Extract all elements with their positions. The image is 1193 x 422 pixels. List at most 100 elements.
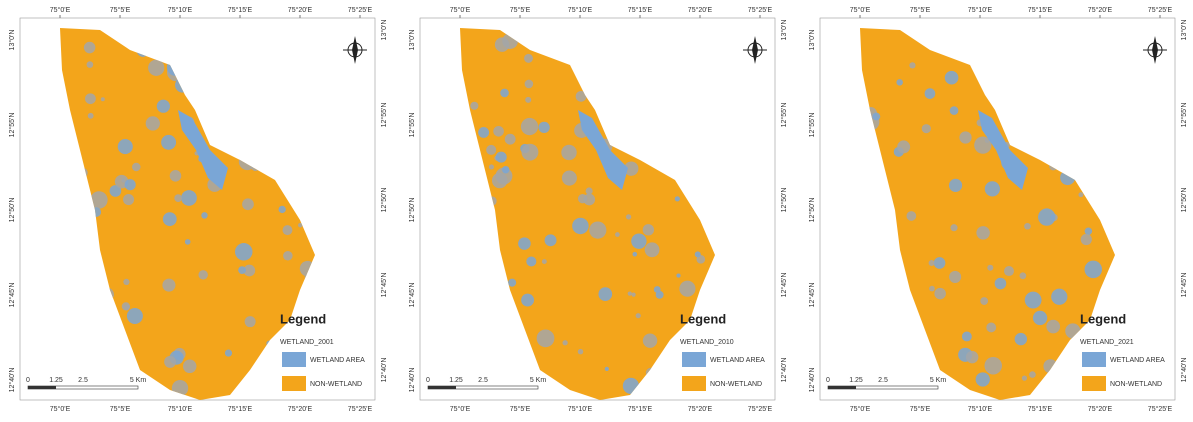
wetland-patch <box>162 279 175 292</box>
wetland-patch <box>125 179 136 190</box>
wetland-patch <box>589 222 606 239</box>
scale-label: 2.5 <box>878 377 888 384</box>
bottom-coordinate: 75°25'E <box>748 405 773 413</box>
wetland-patch <box>562 171 577 186</box>
wetland-patch <box>959 131 971 143</box>
wetland-patch <box>122 302 130 310</box>
wetland-patch <box>1029 371 1036 378</box>
left-coordinate: 12°55'N <box>408 113 416 138</box>
wetland-patch <box>525 97 531 103</box>
wetland-patch <box>929 260 935 266</box>
wetland-patch <box>85 93 96 104</box>
left-coordinate: 12°45'N <box>8 283 16 308</box>
top-coordinate: 75°10'E <box>168 6 193 14</box>
wetland-patch <box>283 251 293 261</box>
right-coordinate: 12°45'N <box>1180 273 1188 298</box>
wetland-patch <box>950 106 959 115</box>
left-coordinate: 12°55'N <box>808 113 816 138</box>
wetland-patch <box>645 242 660 257</box>
bottom-coordinate: 75°15'E <box>228 405 253 413</box>
wetland-patch <box>598 287 612 301</box>
wetland-patch <box>123 279 129 285</box>
bottom-coordinate: 75°25'E <box>1148 405 1173 413</box>
wetland-patch <box>632 252 637 257</box>
scale-label: 0 <box>426 377 430 384</box>
wetland-patch <box>945 71 959 85</box>
legend-swatch <box>282 352 306 367</box>
wetland-patch <box>146 116 160 130</box>
top-coordinate: 75°15'E <box>228 6 253 14</box>
right-coordinate: 12°40'N <box>780 358 788 383</box>
map-figure: 75°0'E 75°5'E 75°10'E 75°15'E 75°20'E 75°25'E… <box>0 0 1193 417</box>
wetland-patch <box>586 187 593 194</box>
wetland-patch <box>538 122 549 133</box>
right-coordinate: 12°40'N <box>380 358 388 383</box>
wetland-patch <box>995 278 1007 290</box>
scale-bar-segment <box>828 386 856 389</box>
bottom-coordinate: 75°5'E <box>510 405 531 413</box>
wetland-patch <box>118 139 133 154</box>
bottom-coordinate: 75°0'E <box>850 405 871 413</box>
bottom-coordinate: 75°10'E <box>968 405 993 413</box>
legend-swatch <box>682 376 706 391</box>
wetland-patch <box>235 243 253 261</box>
right-coordinate: 13°0'N <box>780 20 788 41</box>
top-coordinate: 75°25'E <box>348 6 373 14</box>
wetland-patch <box>1046 320 1060 334</box>
wetland-patch <box>157 100 170 113</box>
wetland-patch <box>164 356 176 368</box>
bottom-coordinate: 75°10'E <box>168 405 193 413</box>
bottom-coordinate: 75°0'E <box>50 405 71 413</box>
wetland-patch <box>163 212 177 226</box>
wetland-patch <box>495 37 509 51</box>
wetland-patch <box>950 224 957 231</box>
legend-field: WETLAND_2001 <box>280 339 334 346</box>
legend-label: WETLAND AREA <box>1110 357 1165 364</box>
wetland-patch <box>502 166 510 174</box>
wetland-patch <box>695 251 701 257</box>
right-coordinate: 12°50'N <box>780 188 788 213</box>
wetland-patch <box>1033 311 1047 325</box>
wetland-patch <box>578 349 583 354</box>
wetland-patch <box>508 279 516 287</box>
wetland-patch <box>561 145 576 160</box>
wetland-patch <box>562 340 567 345</box>
right-coordinate: 12°55'N <box>1180 103 1188 128</box>
wetland-patch <box>500 89 509 98</box>
wetland-patch <box>1015 333 1027 345</box>
scale-label: 0 <box>826 377 830 384</box>
wetland-patch <box>170 170 182 182</box>
wetland-patch <box>896 79 903 86</box>
top-coordinate: 75°20'E <box>1088 6 1113 14</box>
wetland-patch <box>1038 208 1055 225</box>
wetland-patch <box>279 206 286 213</box>
wetland-patch <box>496 152 507 163</box>
wetland-patch <box>238 266 246 274</box>
wetland-patch <box>636 313 641 318</box>
left-coordinate: 12°40'N <box>408 368 416 393</box>
wetland-patch <box>986 323 996 333</box>
wetland-patch <box>185 239 191 245</box>
legend-title: Legend <box>1080 311 1126 326</box>
wetland-patch <box>526 256 536 266</box>
top-coordinate: 75°25'E <box>1148 6 1173 14</box>
wetland-patch <box>976 372 990 386</box>
top-coordinate: 75°0'E <box>850 6 871 14</box>
top-coordinate: 75°15'E <box>628 6 653 14</box>
scale-label: 5 Km <box>930 377 947 384</box>
wetland-patch <box>987 265 993 271</box>
top-coordinate: 75°5'E <box>910 6 931 14</box>
wetland-patch <box>84 42 96 54</box>
legend-label: NON-WETLAND <box>310 381 362 388</box>
bottom-coordinate: 75°25'E <box>348 405 373 413</box>
wetland-patch <box>1025 292 1042 309</box>
bottom-coordinate: 75°10'E <box>568 405 593 413</box>
wetland-patch <box>962 331 972 341</box>
left-coordinate: 12°50'N <box>8 198 16 223</box>
legend-swatch <box>682 352 706 367</box>
top-coordinate: 75°5'E <box>510 6 531 14</box>
left-coordinate: 12°55'N <box>8 113 16 138</box>
scale-label: 1.25 <box>49 377 63 384</box>
scale-label: 2.5 <box>478 377 488 384</box>
